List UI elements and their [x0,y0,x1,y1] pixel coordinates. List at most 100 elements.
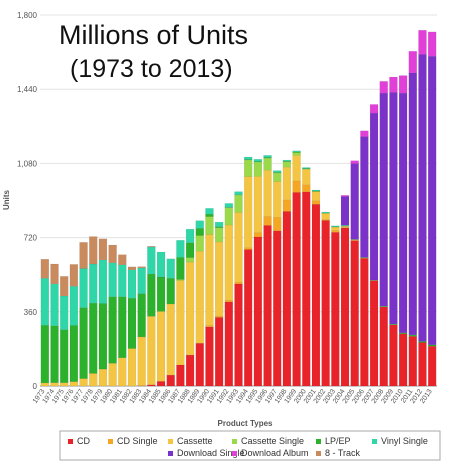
bar-segment-cd [292,192,301,387]
bar-segment-8-track [60,276,69,297]
bar-segment-lp-ep [108,296,117,364]
x-axis-ticks: 1973197419751976197719781979198019811982… [32,388,434,405]
bar-segment-cassette [205,234,214,326]
bar-segment-cd [369,280,379,387]
bar-segment-lp-ep [418,341,427,343]
bar-segment-vinyl-single [292,150,301,153]
chart-title: Millions of Units [59,20,248,50]
bar-segment-download-single [350,163,359,240]
bar-segment-vinyl-single [234,191,243,195]
bar-segment-cassette [156,311,166,382]
bar-segment-cassette [292,155,301,182]
bar-segment-cassette-single [224,207,233,226]
bar-segment-vinyl-single [321,211,330,214]
bar-segment-vinyl-single [185,228,195,243]
bar-segment-lp-ep [79,307,88,379]
bar-segment-cd [360,258,369,387]
legend-label-lp-ep: LP/EP [325,436,351,446]
legend-swatch-cassette-single [232,439,237,444]
legend: CD CD Single Cassette Cassette Single LP/EP V… [59,430,441,461]
bar-segment-cassette [137,336,146,387]
bar-segment-cd [205,326,214,387]
bar-segment-download-album [350,160,359,164]
bar-segment-cd [253,236,263,387]
bar-segment-cd [331,232,340,387]
bar-segment-8-track [127,266,137,270]
legend-label-8-track: 8 - Track [325,448,361,458]
bar-segment-lp-ep [89,302,98,374]
bar-segment-cassette-single [205,216,214,235]
bar-segment-cd-single [234,282,243,285]
bar-segment-cd [195,343,204,387]
bar-segment-cd [166,374,175,387]
bar-segment-download-album [408,51,417,74]
bar-segment-vinyl-single [98,259,108,304]
bar-segment-lp-ep [40,325,50,384]
bar-segment-cd [273,230,282,387]
bar-segment-cassette-single [195,235,204,252]
bar-segment-8-track [69,264,79,287]
legend-label-cassette: Cassette [177,436,213,446]
bar-segment-8-track [40,259,50,279]
bar-segment-cassette [234,212,243,283]
bar-segment-cd-single [292,180,301,193]
bar-segment-cassette [127,348,137,387]
legend-swatch-cd-single [108,439,113,444]
bar-segment-cd-single [263,216,272,226]
bar-segment-cassette-single [263,157,272,171]
bar-segment-cd-single [253,232,263,238]
bar-segment-cassette [185,261,195,356]
bar-segment-cd-single [273,216,282,231]
y-tick-label: 1,800 [17,11,38,20]
bar-segment-cassette-single [234,194,243,213]
bar-segment-cd-single [282,199,292,212]
bar-segment-lp-ep [166,278,175,305]
bar-segment-download-single [340,196,350,226]
bar-segment-cassette [69,381,79,387]
bar-segment-cassette [60,382,69,387]
y-tick-label: 360 [24,308,38,317]
y-tick-label: 720 [24,234,38,243]
bar-segment-cassette [40,382,50,387]
bar-segment-cd [321,220,330,387]
bar-segment-cassette [302,168,311,186]
bar-segment-cassette-single [273,172,282,182]
bar-segment-cd [147,384,156,387]
bar-segment-cassette-single [185,257,195,263]
bar-segment-lp-ep [98,303,108,370]
bar-segment-vinyl-single [311,189,321,192]
legend-label-download-single: Download Single [177,448,245,458]
bar-segment-8-track [98,238,108,261]
bar-segment-cassette [214,241,224,317]
y-axis-title: Units [2,189,11,210]
bar-segment-cassette-single [282,161,292,168]
bar-segment-cd [418,342,427,387]
bar-segment-vinyl-single [60,295,69,330]
bar-segment-vinyl-single [156,251,166,278]
bar-segment-cassette [176,280,185,366]
bar-segment-lp-ep [195,228,204,236]
bar-segment-cassette [273,181,282,218]
bar-segment-8-track [147,246,156,248]
bar-segment-cd [282,211,292,387]
bar-segment-cd [408,336,417,387]
bar-segment-cassette [166,303,175,376]
bar-segment-vinyl-single [263,155,272,158]
bar-segment-vinyl-single [302,167,311,169]
bar-segment-vinyl-single [147,246,156,275]
bar-segment-download-single [408,72,417,336]
bar-segment-vinyl-single [69,286,79,326]
bar-segment-vinyl-single [273,170,282,173]
bar-segment-cd-single [224,300,233,303]
bar-segment-download-album [340,195,350,197]
bar-segment-vinyl-single [89,263,98,304]
legend-label-cassette-single: Cassette Single [241,436,304,446]
bar-segment-cassette [108,363,117,387]
bar-segment-vinyl-single [331,225,340,227]
bar-segment-cassette [244,176,253,248]
bar-segment-lp-ep [69,325,79,382]
bar-segment-cd-single [331,230,340,233]
y-tick-label: 1,440 [17,85,38,94]
bar-segment-cd [302,191,311,387]
bar-segment-cd [350,240,359,387]
